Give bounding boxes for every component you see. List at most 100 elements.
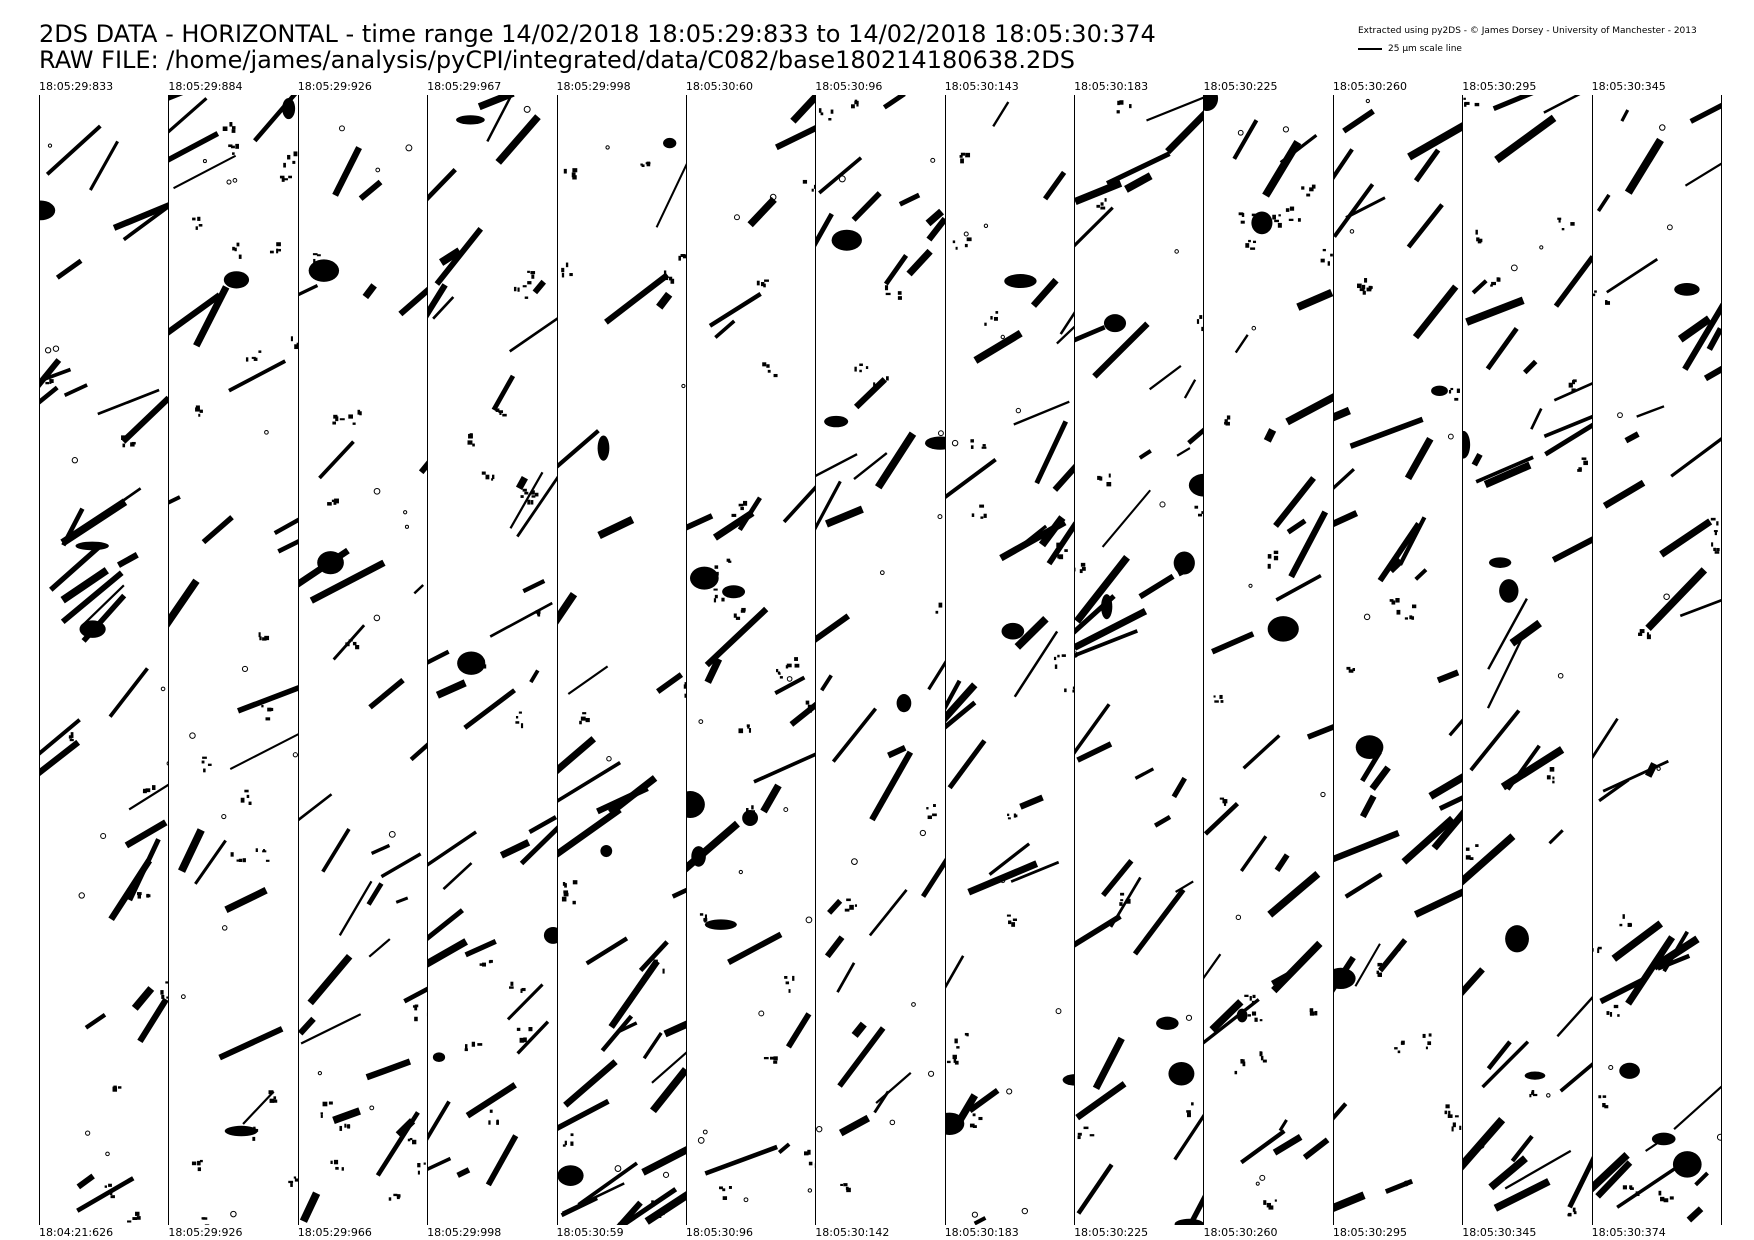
particle-shape [465,1082,518,1119]
particle-shape [1448,387,1460,401]
particle-shape [816,480,843,533]
particle-shape [1557,217,1575,231]
particle-shape [121,395,169,444]
particle-shape [1438,784,1463,811]
particle-shape [1658,518,1712,558]
particle-shape [854,377,888,410]
particle-shape [1616,412,1623,419]
particle-shape [947,739,987,790]
particle-shape [1529,1090,1538,1098]
particle-shape [1592,1152,1630,1214]
particle-shape [1436,669,1460,684]
particle-shape [1349,229,1355,234]
particle-shape [166,760,169,766]
particle-shape [1602,479,1645,509]
particle-shape [495,114,541,165]
particle-shape [998,519,1067,562]
particle-shape [181,994,187,1000]
particle-shape [1414,568,1428,581]
particle-shape [1075,1081,1127,1121]
particle-shape [298,793,333,828]
particle-shape [404,524,409,529]
particle-shape [330,1159,344,1171]
particle-shape [169,495,182,507]
image-strip [1332,95,1464,1225]
strip-end-time: 18:05:30:295 [1332,1226,1407,1239]
particle-shape [708,292,762,328]
image-strip [427,95,558,1225]
particle-images [40,124,169,1223]
particle-shape [618,1187,677,1225]
particle-shape [366,882,384,906]
particle-shape [963,231,969,237]
particle-shape [428,938,469,970]
particle-shape [758,1010,765,1017]
particle-shape [738,724,751,734]
particle-shape [1077,1126,1095,1140]
particle-shape [1577,457,1589,472]
particle-shape [714,319,736,339]
particle-shape [1487,1040,1512,1071]
particle-shape [777,1142,791,1154]
particle-shape [1494,114,1557,164]
strip-end-time: 18:05:29:998 [427,1226,502,1239]
particle-shape [973,1216,987,1225]
particle-shape [1490,277,1501,287]
particle-shape [1186,1102,1194,1118]
particle-shape [300,1013,361,1045]
particle-shape [1267,870,1321,918]
particle-shape [169,131,220,170]
particle-shape [557,592,577,644]
particle-shape [1285,381,1334,426]
particle-shape [1369,765,1391,791]
particle-shape [604,145,610,150]
particle-shape [402,510,408,515]
particle-shape [786,676,793,682]
particle-shape [270,242,282,254]
particle-shape [775,668,783,679]
particle-shape [362,283,377,300]
particle-shape [345,639,359,650]
particle-shape [373,614,380,622]
particle-shape [1481,1040,1530,1089]
particle-shape [557,1098,610,1139]
particle-shape [597,435,609,461]
particle-images [816,95,946,1193]
particle-shape [837,1026,886,1088]
particle-shape [509,471,544,529]
particle-shape [1134,767,1155,780]
particle-shape [988,842,1030,876]
strip-start-time: 18:05:30:143 [944,80,1019,93]
particle-shape [1489,557,1512,568]
particle-shape [1204,953,1222,982]
particle-shape [1232,119,1259,160]
particle-shape [1463,1117,1506,1177]
particle-shape [884,254,909,286]
particle-shape [603,272,669,325]
particle-shape [686,791,705,818]
particle-shape [1052,450,1075,492]
particle-shape [1544,422,1593,457]
particle-shape [638,940,669,973]
particle-shape [242,665,249,673]
particle-shape [967,1087,1000,1114]
particle-shape [1021,1207,1028,1215]
particle-shape [1672,1080,1721,1131]
particle-shape [1055,542,1068,560]
particle-shape [1256,1181,1261,1186]
particle-shape [1013,630,1058,698]
particle-shape [650,1045,687,1084]
particle-shape [428,649,450,671]
particle-shape [1271,972,1290,986]
particle-shape [434,226,484,286]
particle-shape [789,693,816,727]
strip-start-time: 18:05:30:295 [1462,80,1537,93]
image-strip [168,95,299,1225]
particle-shape [1173,1100,1205,1161]
particle-shape [827,898,843,915]
particle-shape [557,761,621,803]
particle-shape [945,679,962,715]
particle-shape [889,1119,896,1126]
particle-shape [825,935,845,959]
particle-shape [1279,1119,1289,1132]
